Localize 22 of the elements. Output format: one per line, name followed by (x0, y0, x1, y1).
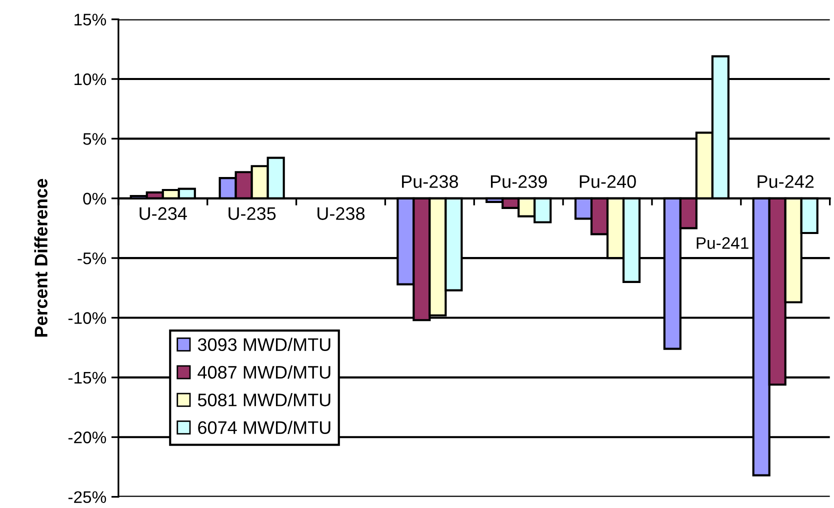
y-tick-label: 15% (74, 14, 106, 26)
legend-label: 5081 MWD/MTU (198, 393, 330, 406)
y-tick-label: -5% (78, 252, 106, 264)
y-tick-label: -10% (68, 312, 106, 324)
y-tick-label: 5% (83, 133, 106, 145)
y-tick-label: -20% (68, 432, 106, 444)
y-tick-label: 10% (74, 73, 106, 86)
x-tick-label: U-238 (318, 207, 365, 220)
legend-label: 3093 MWD/MTU (198, 338, 330, 352)
x-tick-label: Pu-239 (490, 175, 547, 188)
x-tick-label: U-234 (140, 207, 187, 220)
y-tick-label: -25% (68, 491, 106, 504)
y-tick-label: 0% (83, 192, 106, 205)
legend-label: 4087 MWD/MTU (198, 365, 330, 379)
y-axis-title: Percent Difference (34, 178, 48, 337)
x-tick-label: U-235 (228, 207, 276, 220)
y-tick-label: -15% (68, 372, 106, 384)
x-tick-label: Pu-242 (758, 175, 814, 188)
legend-label: 6074 MWD/MTU (198, 420, 330, 434)
x-tick-label: Pu-240 (580, 175, 636, 188)
x-tick-label: Pu-241 (696, 237, 748, 249)
x-tick-label: Pu-238 (402, 175, 458, 188)
